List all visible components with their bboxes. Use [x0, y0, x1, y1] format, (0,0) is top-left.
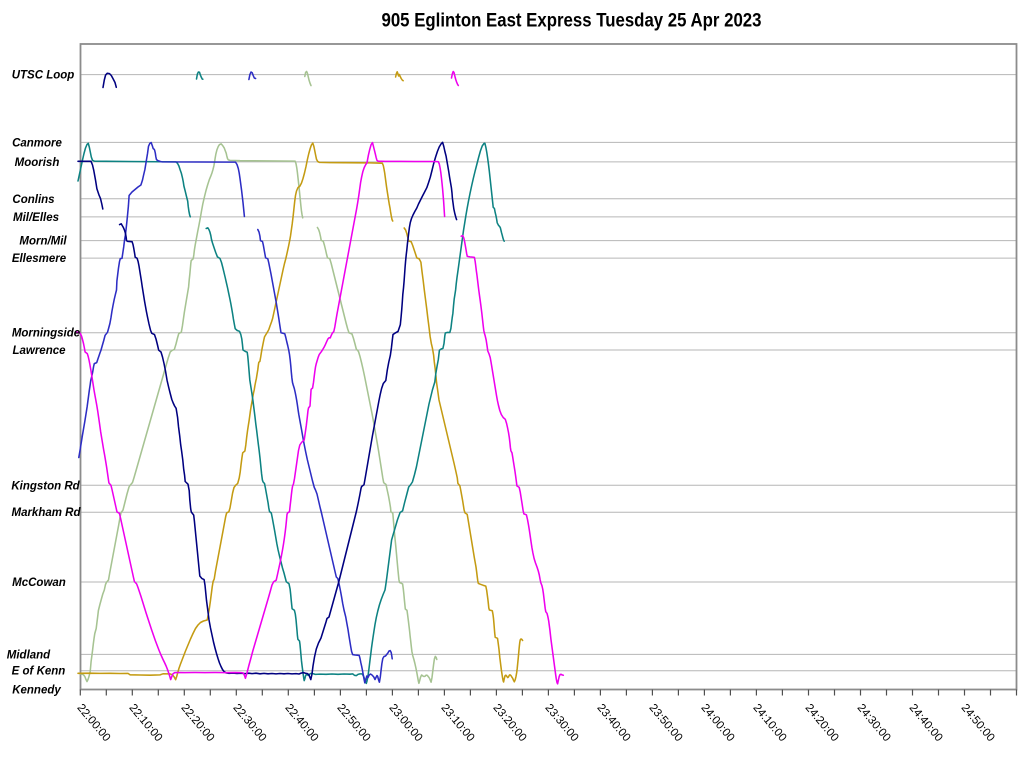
- svg-text:E of Kenn: E of Kenn: [12, 666, 66, 678]
- svg-text:Lawrence: Lawrence: [12, 345, 66, 357]
- svg-text:Morningside: Morningside: [12, 328, 81, 340]
- svg-text:Moorish: Moorish: [15, 157, 60, 169]
- svg-text:Mil/Elles: Mil/Elles: [13, 212, 59, 224]
- svg-text:Markham Rd: Markham Rd: [11, 507, 81, 519]
- svg-text:McCowan: McCowan: [12, 577, 66, 589]
- svg-text:Kennedy: Kennedy: [12, 685, 61, 697]
- svg-text:Canmore: Canmore: [12, 137, 62, 149]
- svg-text:Morn/Mil: Morn/Mil: [19, 236, 67, 248]
- svg-text:Midland: Midland: [7, 649, 51, 661]
- svg-text:Conlins: Conlins: [12, 194, 54, 206]
- svg-text:Kingston Rd: Kingston Rd: [11, 480, 80, 492]
- svg-text:905 Eglinton East Express Tues: 905 Eglinton East Express Tuesday 25 Apr…: [382, 10, 762, 32]
- svg-text:Ellesmere: Ellesmere: [12, 253, 67, 265]
- svg-text:UTSC Loop: UTSC Loop: [12, 70, 75, 82]
